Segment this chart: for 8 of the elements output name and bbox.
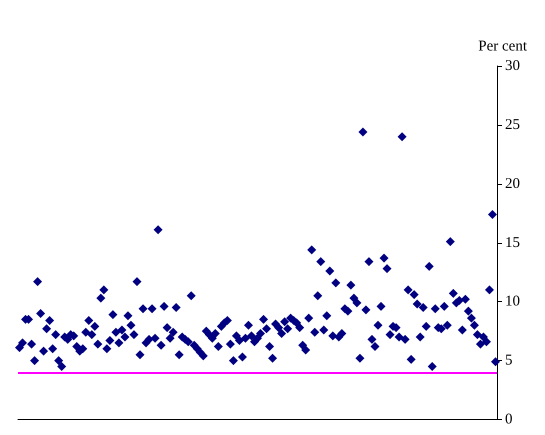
y-tick-label: 30 <box>505 58 520 74</box>
y-axis-title: Per cent <box>478 38 528 54</box>
y-tick-label: 0 <box>505 412 512 428</box>
y-tick-label: 15 <box>505 234 520 251</box>
y-tick-label: 5 <box>505 352 512 369</box>
y-tick-label: 25 <box>505 116 520 133</box>
y-tick-label: 10 <box>505 294 520 310</box>
y-tick-label: 20 <box>505 176 520 192</box>
